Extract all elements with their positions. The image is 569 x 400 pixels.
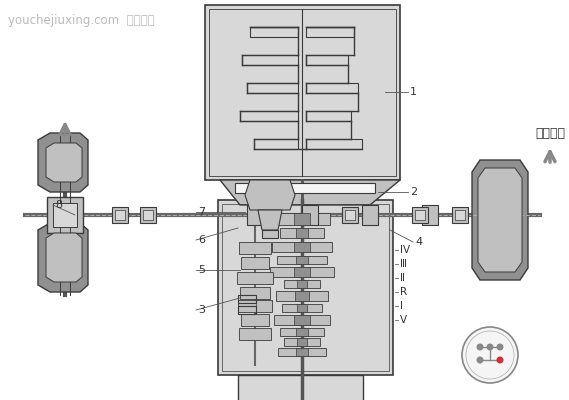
Bar bbox=[422, 205, 438, 225]
Bar bbox=[306, 139, 362, 149]
Text: 2: 2 bbox=[410, 187, 417, 197]
Bar bbox=[240, 287, 270, 299]
Text: 8: 8 bbox=[55, 200, 62, 210]
Bar bbox=[415, 210, 425, 220]
Bar bbox=[272, 242, 332, 252]
Bar bbox=[282, 304, 322, 312]
Bar bbox=[284, 338, 320, 346]
Bar bbox=[238, 300, 272, 312]
Polygon shape bbox=[258, 210, 282, 230]
Bar bbox=[238, 375, 363, 400]
Bar bbox=[294, 267, 310, 277]
Bar bbox=[278, 348, 326, 356]
Polygon shape bbox=[220, 180, 400, 205]
Bar bbox=[143, 210, 153, 220]
Bar bbox=[241, 314, 269, 326]
Bar bbox=[239, 328, 271, 340]
Bar bbox=[247, 83, 298, 93]
Circle shape bbox=[476, 344, 484, 350]
Bar bbox=[280, 228, 324, 238]
Bar bbox=[455, 210, 465, 220]
Bar bbox=[222, 204, 389, 371]
Polygon shape bbox=[38, 223, 88, 292]
Polygon shape bbox=[472, 160, 528, 280]
Text: IV: IV bbox=[400, 245, 410, 255]
Bar bbox=[205, 5, 400, 180]
Bar bbox=[238, 306, 256, 314]
Bar bbox=[112, 207, 128, 223]
Text: 5: 5 bbox=[198, 265, 205, 275]
Polygon shape bbox=[38, 133, 88, 192]
Bar bbox=[280, 328, 324, 336]
Bar bbox=[294, 242, 310, 252]
Bar bbox=[276, 291, 328, 301]
Bar bbox=[218, 200, 393, 375]
Bar bbox=[239, 242, 271, 254]
Bar bbox=[296, 256, 308, 264]
Bar bbox=[412, 207, 428, 223]
Bar bbox=[237, 272, 273, 284]
Bar bbox=[274, 315, 330, 325]
Bar bbox=[297, 280, 307, 288]
Bar bbox=[241, 257, 269, 269]
Bar bbox=[277, 256, 327, 264]
Bar bbox=[306, 83, 358, 93]
Bar bbox=[238, 303, 256, 306]
Bar bbox=[342, 207, 358, 223]
Bar bbox=[297, 338, 307, 346]
Bar bbox=[242, 55, 298, 65]
Bar bbox=[247, 205, 263, 225]
Text: youchejiuxing.com  有车就行: youchejiuxing.com 有车就行 bbox=[8, 14, 155, 27]
Bar bbox=[284, 280, 320, 288]
Circle shape bbox=[497, 344, 504, 350]
Text: R: R bbox=[400, 287, 407, 297]
Bar bbox=[274, 213, 330, 225]
Text: I: I bbox=[400, 301, 403, 311]
Bar bbox=[140, 207, 156, 223]
Text: 1: 1 bbox=[410, 87, 417, 97]
Bar bbox=[294, 315, 310, 325]
Polygon shape bbox=[46, 143, 82, 182]
Text: Ⅲ: Ⅲ bbox=[400, 259, 407, 269]
Polygon shape bbox=[478, 168, 522, 272]
Bar bbox=[238, 295, 256, 303]
Bar bbox=[306, 111, 351, 121]
Bar bbox=[345, 210, 355, 220]
Bar bbox=[294, 213, 310, 225]
Bar bbox=[254, 139, 298, 149]
Bar bbox=[296, 328, 308, 336]
Bar bbox=[270, 267, 334, 277]
Text: 6: 6 bbox=[198, 235, 205, 245]
Bar bbox=[53, 203, 77, 227]
Bar bbox=[306, 27, 354, 37]
Circle shape bbox=[486, 344, 493, 350]
Circle shape bbox=[476, 356, 484, 364]
Bar bbox=[296, 228, 308, 238]
Bar bbox=[115, 210, 125, 220]
Bar bbox=[302, 205, 318, 225]
Text: 4: 4 bbox=[415, 237, 422, 247]
Bar bbox=[306, 55, 348, 65]
Bar bbox=[452, 207, 468, 223]
Text: 7: 7 bbox=[198, 207, 205, 217]
Bar bbox=[262, 230, 278, 238]
Polygon shape bbox=[245, 180, 295, 210]
Bar bbox=[296, 348, 308, 356]
Bar bbox=[235, 183, 375, 193]
Bar bbox=[240, 111, 298, 121]
Bar bbox=[295, 291, 309, 301]
Polygon shape bbox=[46, 233, 82, 282]
Circle shape bbox=[497, 356, 504, 364]
Text: V: V bbox=[400, 315, 407, 325]
Bar bbox=[209, 9, 396, 176]
Bar bbox=[250, 27, 298, 37]
Text: 3: 3 bbox=[198, 305, 205, 315]
Bar bbox=[297, 304, 307, 312]
Text: Ⅱ: Ⅱ bbox=[400, 273, 405, 283]
Bar bbox=[362, 205, 378, 225]
Text: 行驶方向: 行驶方向 bbox=[535, 127, 565, 140]
Bar bbox=[47, 197, 83, 233]
Circle shape bbox=[462, 327, 518, 383]
